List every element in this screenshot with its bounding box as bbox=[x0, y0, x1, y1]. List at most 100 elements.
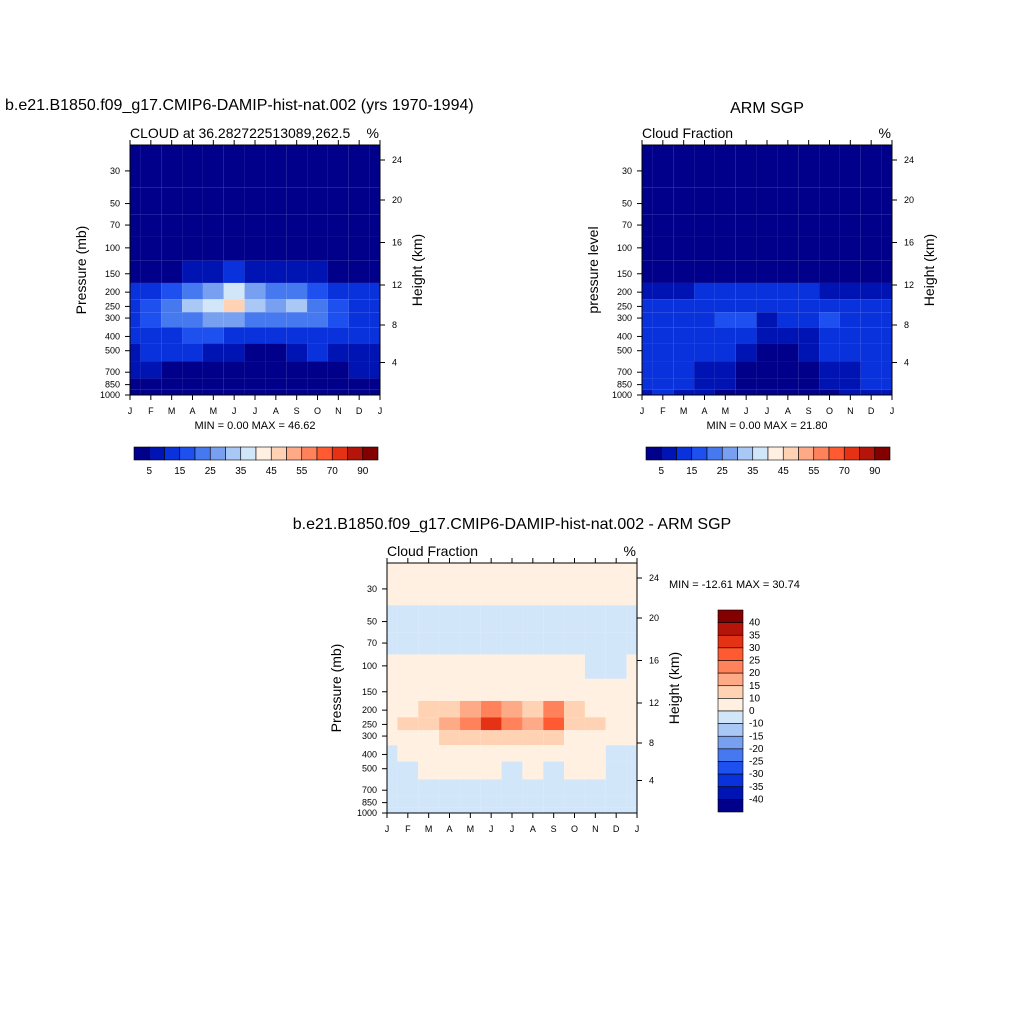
heatmap-cell bbox=[642, 312, 653, 328]
heatmap-cell bbox=[756, 187, 778, 215]
heatmap-cell bbox=[130, 299, 141, 313]
heatmap-cell bbox=[307, 312, 328, 328]
y-tick-label: 150 bbox=[617, 269, 632, 279]
colorbar-label: 10 bbox=[749, 693, 761, 704]
heatmap-cell bbox=[777, 389, 799, 395]
x-tick-label: D bbox=[613, 824, 620, 834]
colorbar-label: 15 bbox=[174, 466, 186, 477]
heatmap-cell bbox=[348, 236, 370, 261]
heatmap-cell bbox=[387, 563, 398, 606]
panel-subtitle: CLOUD at 36.282722513089,262.5 bbox=[130, 125, 350, 141]
heatmap-cell bbox=[673, 378, 695, 390]
colorbar-box bbox=[148, 446, 165, 461]
heatmap-cell bbox=[265, 145, 287, 188]
heatmap-cell bbox=[327, 282, 349, 300]
heatmap-cell bbox=[584, 605, 606, 633]
x-tick-label: S bbox=[294, 406, 300, 416]
heatmap-cell bbox=[130, 378, 141, 390]
y-axis-label: Pressure (mb) bbox=[73, 226, 89, 315]
heatmap-cell bbox=[244, 299, 266, 313]
colorbar-box bbox=[179, 446, 196, 461]
colorbar-box bbox=[874, 446, 891, 461]
heatmap-cell bbox=[564, 730, 585, 746]
heatmap-cell bbox=[860, 282, 882, 300]
heatmap-cell bbox=[327, 299, 349, 313]
heatmap-cell bbox=[140, 145, 162, 188]
colorbar-box bbox=[717, 622, 744, 636]
colorbar-box bbox=[270, 446, 287, 461]
y2-tick-label: 20 bbox=[904, 195, 914, 205]
heatmap-cell bbox=[459, 745, 481, 762]
heatmap-cell bbox=[756, 282, 778, 300]
x-tick-label: A bbox=[701, 406, 707, 416]
heatmap-cell bbox=[140, 312, 162, 328]
heatmap-cell bbox=[307, 260, 328, 283]
colorbar-label: 15 bbox=[686, 466, 698, 477]
heatmap-cell bbox=[307, 343, 328, 362]
heatmap-cell bbox=[182, 327, 203, 344]
heatmap-cell bbox=[543, 678, 565, 701]
heatmap-cell bbox=[735, 378, 757, 390]
heatmap-cell bbox=[735, 214, 757, 237]
heatmap-cell bbox=[673, 389, 695, 395]
heatmap-cell bbox=[673, 299, 695, 313]
y-tick-label: 250 bbox=[362, 719, 377, 729]
heatmap-cell bbox=[756, 312, 778, 328]
heatmap-cell bbox=[161, 145, 183, 188]
heatmap-cell bbox=[140, 236, 162, 261]
heatmap-cell bbox=[182, 187, 203, 215]
heatmap-cell bbox=[673, 260, 695, 283]
heatmap-cell bbox=[819, 361, 840, 379]
heatmap-cell bbox=[480, 745, 502, 762]
colorbar-label: 55 bbox=[296, 466, 308, 477]
colorbar-label: 45 bbox=[778, 466, 790, 477]
heatmap-cell bbox=[605, 632, 627, 655]
heatmap-cell bbox=[694, 282, 715, 300]
heatmap-cell bbox=[564, 779, 585, 797]
y2-tick-label: 20 bbox=[649, 613, 659, 623]
heatmap-cell bbox=[459, 563, 481, 606]
heatmap-cell bbox=[327, 145, 349, 188]
heatmap-cell bbox=[626, 807, 637, 813]
heatmap-cell bbox=[584, 700, 606, 718]
heatmap-cell bbox=[439, 717, 460, 731]
heatmap-cell bbox=[564, 717, 585, 731]
panel-title: ARM SGP bbox=[730, 100, 804, 117]
heatmap-cell bbox=[202, 389, 224, 395]
x-tick-label: N bbox=[847, 406, 854, 416]
colorbar-box bbox=[286, 446, 303, 461]
y2-axis-label: Height (km) bbox=[409, 234, 425, 306]
heatmap-cell bbox=[387, 796, 398, 808]
heatmap-cell bbox=[130, 187, 141, 215]
heatmap-cell bbox=[327, 327, 349, 344]
y-tick-label: 200 bbox=[362, 705, 377, 715]
heatmap-cell bbox=[694, 312, 715, 328]
heatmap-cell bbox=[244, 145, 266, 188]
colorbar-box bbox=[767, 446, 784, 461]
colorbar-label: 45 bbox=[266, 466, 278, 477]
heatmap-cell bbox=[130, 343, 141, 362]
heatmap-cell bbox=[418, 761, 440, 780]
heatmap-cell bbox=[202, 312, 224, 328]
heatmap-cell bbox=[286, 214, 308, 237]
heatmap-cell bbox=[286, 389, 308, 395]
x-tick-label: J bbox=[385, 824, 390, 834]
heatmap-cell bbox=[501, 796, 523, 808]
heatmap-cell bbox=[265, 389, 287, 395]
y-tick-label: 400 bbox=[105, 331, 120, 341]
heatmap-cell bbox=[286, 145, 308, 188]
heatmap-cell bbox=[439, 745, 460, 762]
heatmap-cell bbox=[202, 327, 224, 344]
colorbar-label: 90 bbox=[357, 466, 369, 477]
heatmap-cell bbox=[543, 632, 565, 655]
y-tick-label: 700 bbox=[617, 367, 632, 377]
heatmap-cell bbox=[286, 343, 308, 362]
heatmap-cell bbox=[223, 299, 245, 313]
heatmap-cell bbox=[839, 378, 861, 390]
colorbar-box bbox=[645, 446, 662, 461]
colorbar-box bbox=[717, 685, 744, 699]
heatmap-cell bbox=[459, 605, 481, 633]
heatmap-cell bbox=[564, 796, 585, 808]
heatmap-cell bbox=[244, 214, 266, 237]
heatmap-cell bbox=[244, 282, 266, 300]
